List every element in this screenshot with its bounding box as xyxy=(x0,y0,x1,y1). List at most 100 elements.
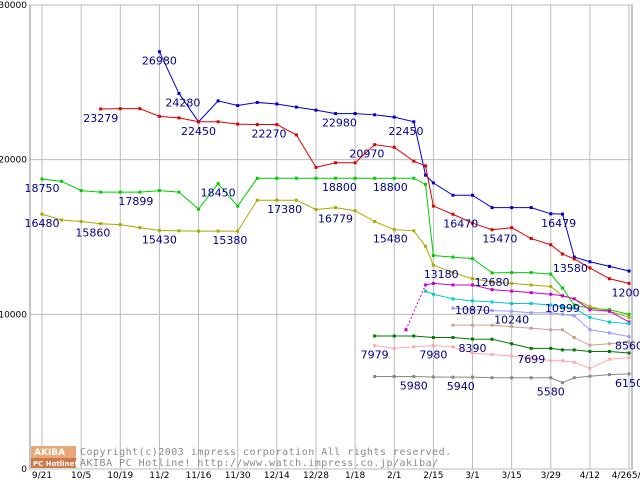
series-point-s11 xyxy=(412,375,416,379)
data-label: 10999 xyxy=(545,302,580,315)
series-point-s2 xyxy=(118,107,122,111)
series-point-s2 xyxy=(561,252,565,256)
data-label: 10240 xyxy=(494,314,529,327)
series-point-s2 xyxy=(471,221,475,225)
logo-bottom-text: PC Hotline! xyxy=(33,460,77,468)
x-tick-label: 12/14 xyxy=(264,471,290,480)
series-point-s4 xyxy=(138,226,142,230)
series-point-s9 xyxy=(572,348,576,352)
x-tick-label: 11/2 xyxy=(149,471,169,480)
series-point-s2 xyxy=(99,107,103,111)
series-point-s4 xyxy=(314,207,318,211)
series-point-s2 xyxy=(236,122,240,126)
y-tick-label: 30000 xyxy=(0,1,27,11)
data-label: 22450 xyxy=(388,125,423,138)
series-point-s4 xyxy=(99,222,103,226)
data-label: 7980 xyxy=(419,349,447,362)
series-point-s4 xyxy=(60,218,64,222)
data-labels: 26980 24280 23279 22450 22270 22980 22450 20970… xyxy=(25,55,640,399)
series-point-s7 xyxy=(471,308,475,312)
series-point-s2 xyxy=(334,161,338,165)
series-point-s4 xyxy=(353,209,357,213)
data-label: 20970 xyxy=(349,148,384,161)
x-tick-label: 9/21 xyxy=(32,471,52,480)
series-point-s9 xyxy=(471,337,475,341)
series-point-s4 xyxy=(431,263,435,267)
series-point-s9 xyxy=(451,336,455,340)
data-label: 8560 xyxy=(615,340,640,353)
series-point-s3 xyxy=(549,272,553,276)
series-point-s3 xyxy=(255,176,259,180)
series-point-s7 xyxy=(607,331,611,335)
series-point-s6 xyxy=(451,297,455,301)
data-label: 5580 xyxy=(537,386,565,399)
series-point-s1 xyxy=(334,112,338,116)
series-point-s8 xyxy=(529,326,533,330)
url-line: AKIBA PC Hotline! http://www.watch.impre… xyxy=(80,458,439,469)
x-axis-ticks: 9/21 10/5 10/19 11/2 11/16 11/30 12/14 12/28 1/1… xyxy=(32,471,640,480)
series-point-s4 xyxy=(197,229,201,233)
series-point-s8 xyxy=(588,343,592,347)
x-tick-label: 2/1 xyxy=(387,471,401,480)
series-point-s9 xyxy=(431,336,435,340)
series-point-s10 xyxy=(392,346,396,350)
series-point-s5 xyxy=(404,328,408,332)
series-point-s2 xyxy=(424,164,428,168)
series-point-s1 xyxy=(431,181,435,185)
series-point-s4 xyxy=(334,206,338,210)
series-point-s4 xyxy=(627,315,631,319)
series-point-s5 xyxy=(471,283,475,287)
series-point-s3 xyxy=(471,257,475,261)
series-point-s8 xyxy=(627,340,631,344)
data-label: 18800 xyxy=(373,181,408,194)
series-point-s11 xyxy=(431,375,435,379)
series-point-s1 xyxy=(549,212,553,216)
series-point-s6 xyxy=(490,300,494,304)
series-point-s4 xyxy=(588,305,592,309)
series-point-s1 xyxy=(588,260,592,264)
series-point-s2 xyxy=(572,257,576,261)
series-point-s3 xyxy=(424,182,428,186)
series-point-s1 xyxy=(424,173,428,177)
data-label: 18450 xyxy=(201,187,236,200)
series-point-s11 xyxy=(392,375,396,379)
series-point-s8 xyxy=(572,336,576,340)
series-point-s4 xyxy=(177,229,181,233)
series-point-s3 xyxy=(334,176,338,180)
series-point-s2 xyxy=(157,114,161,118)
series-point-s9 xyxy=(412,334,416,338)
series-point-s10 xyxy=(373,344,377,348)
data-label: 17380 xyxy=(267,203,302,216)
x-tick-label: 3/1 xyxy=(465,471,479,480)
data-label: 10870 xyxy=(455,304,490,317)
data-label: 17899 xyxy=(118,195,153,208)
data-label: 16470 xyxy=(443,217,478,230)
series-point-s6 xyxy=(471,299,475,303)
series-point-s3 xyxy=(60,179,64,183)
series-point-s9 xyxy=(392,334,396,338)
series-point-s1 xyxy=(236,104,240,108)
series-point-s1 xyxy=(510,206,514,210)
data-label: 16479 xyxy=(541,217,576,230)
data-label: 18800 xyxy=(322,181,357,194)
data-label: 24280 xyxy=(165,96,200,109)
series-point-s9 xyxy=(561,348,565,352)
series-point-s4 xyxy=(490,280,494,284)
series-point-s8 xyxy=(510,325,514,329)
data-label: 15470 xyxy=(482,233,517,246)
series-line-s10 xyxy=(374,345,630,370)
y-tick-label: 0 xyxy=(21,465,27,475)
series-point-s1 xyxy=(627,269,631,273)
series-point-s1 xyxy=(314,108,318,112)
x-tick-label: 4/12 xyxy=(580,471,600,480)
series-point-s7 xyxy=(572,314,576,318)
series-point-s5 xyxy=(529,291,533,295)
series-point-s2 xyxy=(216,120,220,124)
data-label: 7979 xyxy=(361,349,389,362)
data-label: 15480 xyxy=(373,233,408,246)
logo-box-bottom xyxy=(31,458,76,468)
series-point-s5 xyxy=(510,289,514,293)
data-label: 22980 xyxy=(322,117,357,130)
series-point-s4 xyxy=(40,212,44,216)
series-point-s9 xyxy=(549,346,553,350)
